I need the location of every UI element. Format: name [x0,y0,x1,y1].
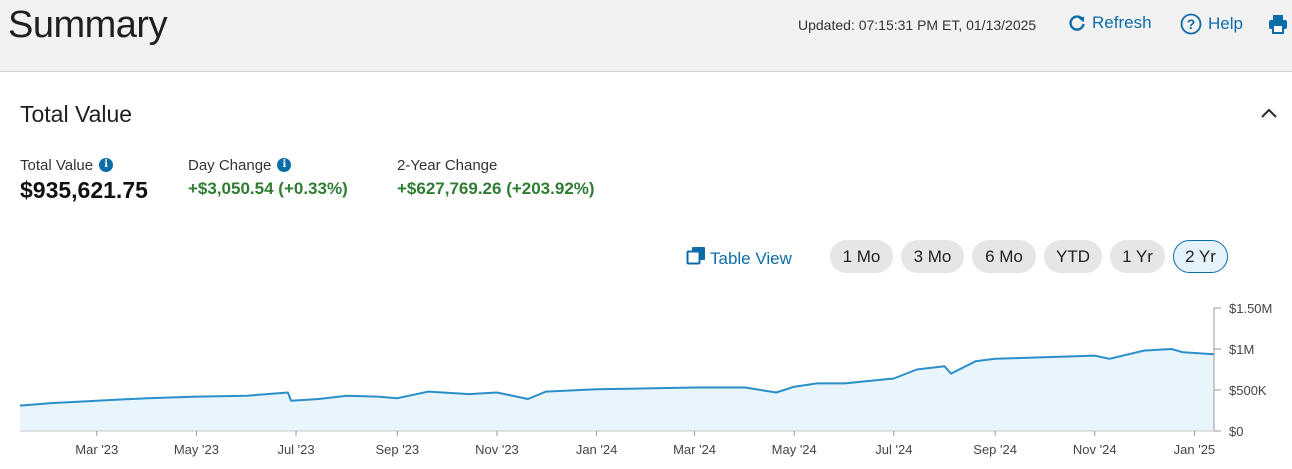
series-line [19,348,1215,407]
x-tick-label: Jan '24 [576,442,618,457]
x-tick-label: Nov '24 [1073,442,1117,457]
refresh-icon [1068,14,1086,32]
help-label: Help [1208,14,1243,33]
info-icon[interactable]: i [277,158,292,172]
series-area [20,349,1214,431]
print-button[interactable] [1268,14,1288,34]
range-1-mo-button[interactable]: 1 Mo [830,240,893,273]
help-button[interactable]: ? Help [1180,13,1243,35]
x-tick-label: Sep '24 [973,442,1017,457]
svg-text:?: ? [1187,16,1196,32]
updated-timestamp: Updated: 07:15:31 PM ET, 01/13/2025 [798,17,1037,33]
x-tick-label: May '23 [174,442,219,457]
portfolio-value-chart: $1.50M $1M $500K $0 Mar '23 May '23 Jul '23 Sep… [19,301,1272,457]
x-tick-label: Jul '23 [277,442,314,457]
x-tick-label: Mar '23 [75,442,118,457]
section-title: Total Value [20,101,133,127]
x-tick-label: Jul '24 [875,442,912,457]
range-2-yr-button[interactable]: 2 Yr [1173,240,1228,273]
page-title: Summary [8,4,168,46]
day-change-amount: +$3,050.54 (+0.33%) [188,179,348,198]
range-6-mo-button[interactable]: 6 Mo [972,240,1036,273]
y-tick-label: $500K [1229,383,1267,398]
x-tick-label: May '24 [772,442,817,457]
x-tick-label: Sep '23 [375,442,419,457]
refresh-button[interactable]: Refresh [1068,13,1152,33]
info-icon[interactable]: i [99,158,114,172]
y-tick-label: $0 [1229,424,1243,439]
day-change-label: Day Change [188,156,272,174]
two-year-change-label: 2-Year Change [397,156,498,174]
two-year-change-amount: +$627,769.26 (+203.92%) [397,179,595,198]
day-change-metric: Day Change i +$3,050.54 (+0.33%) [188,156,348,199]
range-ytd-button[interactable]: YTD [1044,240,1102,273]
x-tick-label: Jan '25 [1174,442,1216,457]
refresh-label: Refresh [1092,13,1152,32]
help-icon: ? [1180,13,1202,35]
collapse-button[interactable] [1258,104,1280,124]
total-value-label: Total Value [20,156,94,174]
total-value-metric: Total Value i $935,621.75 [20,156,148,204]
table-view-button[interactable]: Table View [686,246,792,271]
print-icon [1268,14,1288,34]
two-year-change-metric: 2-Year Change +$627,769.26 (+203.92%) [397,156,595,199]
copy-table-icon [686,246,706,271]
chevron-up-icon [1258,108,1280,128]
range-1-yr-button[interactable]: 1 Yr [1110,240,1165,273]
y-tick-label: $1M [1229,342,1254,357]
total-value-amount: $935,621.75 [20,177,148,203]
top-bar: Summary Updated: 07:15:31 PM ET, 01/13/2… [0,0,1292,72]
x-tick-label: Mar '24 [673,442,716,457]
y-tick-label: $1.50M [1229,301,1272,316]
table-view-label: Table View [710,248,792,268]
range-3-mo-button[interactable]: 3 Mo [901,240,964,273]
x-tick-label: Nov '23 [475,442,519,457]
